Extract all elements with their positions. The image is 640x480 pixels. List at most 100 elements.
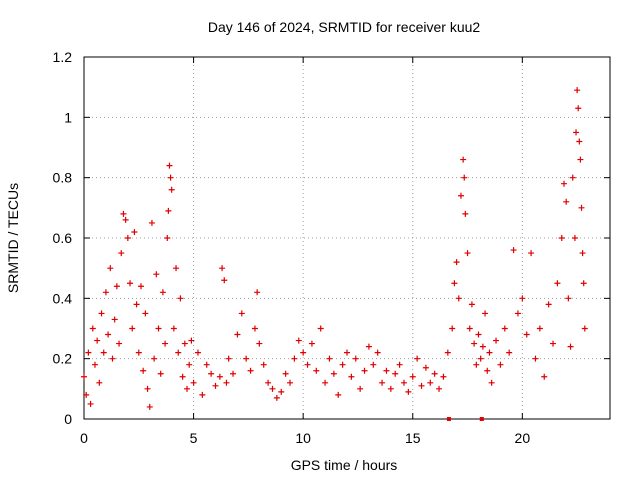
data-point [436,385,443,392]
data-point [157,370,164,377]
data-point [181,340,188,347]
data-point [116,340,123,347]
data-point [422,364,429,371]
data-point [405,388,412,395]
data-point [173,265,180,272]
data-point [140,367,147,374]
data-point [536,325,543,332]
data-point [260,361,267,368]
data-point [427,379,434,386]
data-point [269,385,276,392]
data-point [87,400,94,407]
data-point [460,156,467,163]
data-point [179,373,186,380]
data-point [148,219,155,226]
data-point [477,355,484,362]
data-point [273,394,280,401]
data-point [135,349,142,356]
data-point [387,385,394,392]
data-point [466,325,473,332]
data-point [98,310,105,317]
data-point [326,355,333,362]
data-point [127,280,134,287]
data-point [574,87,581,94]
data-point [451,280,458,287]
data-point [462,210,469,217]
data-point [300,349,307,356]
data-point [96,379,103,386]
data-point [409,373,416,380]
data-point [444,349,451,356]
gridlines [84,57,610,419]
data-point [579,250,586,257]
data-point [102,289,109,296]
data-point [105,331,112,338]
data-point [565,295,572,302]
data-point [94,337,101,344]
data-point [576,138,583,145]
data-point [175,349,182,356]
data-point [461,174,468,181]
data-point [453,259,460,266]
data-point [577,156,584,163]
data-point [475,331,482,338]
data-point [230,370,237,377]
data-point [532,355,539,362]
data-point [113,283,120,290]
data-point [580,280,587,287]
data-point [361,367,368,374]
data-point [122,216,129,223]
data-point [287,379,294,386]
plot-frame [83,56,611,420]
data-point [188,337,195,344]
data-point [212,382,219,389]
data-point [468,301,475,308]
x-tick-label: 20 [515,430,531,446]
data-point [129,325,136,332]
data-point [400,379,407,386]
data-point [484,367,491,374]
data-point [550,340,557,347]
data-point [219,265,226,272]
data-point [278,388,285,395]
data-points [81,87,588,421]
data-point [431,370,438,377]
data-point [238,310,245,317]
data-point [254,289,261,296]
data-point [575,105,582,112]
data-point [89,325,96,332]
data-point [165,207,172,214]
data-point [519,295,526,302]
data-point [449,325,456,332]
data-point [370,361,377,368]
data-point [573,129,580,136]
data-point [344,349,350,356]
data-point [225,355,232,362]
data-point [308,340,315,347]
data-point [155,325,162,332]
data-point [392,370,399,377]
x-axis-label: GPS time / hours [291,457,398,473]
data-point [541,373,548,380]
data-point [243,355,250,362]
data-point [418,382,425,389]
data-point [563,198,570,205]
data-point [569,174,576,181]
data-point [146,403,153,410]
data-point [545,301,552,308]
baseline-point [446,417,451,421]
data-point [558,235,565,241]
data-point [352,355,359,362]
data-point [457,192,464,199]
data-point [170,325,177,332]
axis-ticks: 0 0.2 0.4 0.6 0.8 1 1.2 0 5 10 15 20 [53,49,610,446]
data-point [374,349,381,356]
y-axis-label: SRMTID / TECUs [5,183,21,293]
data-point [151,355,158,362]
data-point [111,316,118,323]
data-point [133,301,140,308]
data-point [464,250,471,257]
data-point [109,355,116,362]
data-point [208,370,215,377]
